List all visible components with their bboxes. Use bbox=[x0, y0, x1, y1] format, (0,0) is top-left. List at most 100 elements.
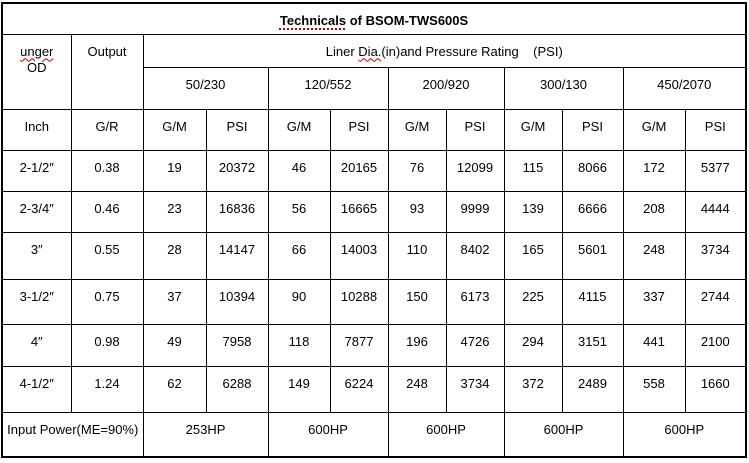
gm-cell: 37 bbox=[142, 278, 207, 325]
gm-cell: 196 bbox=[387, 323, 447, 367]
table-row: 3-1/2″ 0.75 37 10394 90 10288 150 6173 2… bbox=[1, 278, 747, 325]
title-rest: of BSOM-TWS600S bbox=[346, 13, 469, 28]
od-cell: 4-1/2″ bbox=[1, 365, 72, 413]
hp-cell: 600HP bbox=[503, 411, 624, 458]
psi-cell: 5601 bbox=[561, 231, 624, 280]
od-cell: 2-1/2″ bbox=[1, 149, 72, 192]
od-cell: 4″ bbox=[1, 323, 72, 367]
unit-pressure-cell: PSI bbox=[561, 108, 624, 151]
gr-cell: 0.46 bbox=[70, 190, 144, 233]
psi-cell: 20372 bbox=[205, 149, 269, 192]
psi-cell: 16665 bbox=[329, 190, 389, 233]
psi-cell: 7958 bbox=[205, 323, 269, 367]
title-word-underlined: Technicals bbox=[279, 13, 347, 28]
gr-cell: 0.55 bbox=[70, 231, 144, 280]
od-header-line1-wrap: unger bbox=[5, 44, 69, 60]
table-row: 4-1/2″ 1.24 62 6288 149 6224 248 3734 37… bbox=[1, 365, 747, 413]
group-header-cell: 120/552 bbox=[267, 66, 389, 110]
input-power-label: Input Power(ME=90%) bbox=[1, 411, 144, 458]
psi-cell: 8066 bbox=[561, 149, 624, 192]
gm-cell: 248 bbox=[622, 231, 686, 280]
unit-pressure-cell: PSI bbox=[684, 108, 747, 151]
liner-text-post: (in)and Pressure Rating (PSI) bbox=[381, 43, 563, 59]
liner-header-cell: Liner Dia.(in)and Pressure Rating (PSI) bbox=[142, 33, 747, 68]
od-cell: 2-3/4″ bbox=[1, 190, 72, 233]
gm-cell: 208 bbox=[622, 190, 686, 233]
psi-cell: 4444 bbox=[684, 190, 747, 233]
gr-cell: 0.75 bbox=[70, 278, 144, 325]
gm-cell: 172 bbox=[622, 149, 686, 192]
psi-cell: 16836 bbox=[205, 190, 269, 233]
hp-cell: 600HP bbox=[267, 411, 389, 458]
psi-cell: 7877 bbox=[329, 323, 389, 367]
psi-cell: 6666 bbox=[561, 190, 624, 233]
gm-cell: 66 bbox=[267, 231, 331, 280]
unit-flow-cell: G/M bbox=[142, 108, 207, 151]
psi-cell: 8402 bbox=[445, 231, 505, 280]
psi-cell: 9999 bbox=[445, 190, 505, 233]
hp-cell: 600HP bbox=[622, 411, 747, 458]
unit-flow-cell: G/M bbox=[267, 108, 331, 151]
liner-text-underlined: Dia. bbox=[358, 43, 382, 59]
gm-cell: 337 bbox=[622, 278, 686, 325]
psi-cell: 10394 bbox=[205, 278, 269, 325]
group-header-cell: 450/2070 bbox=[622, 66, 747, 110]
group-header-cell: 300/130 bbox=[503, 66, 624, 110]
psi-cell: 5377 bbox=[684, 149, 747, 192]
group-header-cell: 200/920 bbox=[387, 66, 505, 110]
gm-cell: 558 bbox=[622, 365, 686, 413]
gm-cell: 149 bbox=[267, 365, 331, 413]
gm-cell: 372 bbox=[503, 365, 563, 413]
gm-cell: 46 bbox=[267, 149, 331, 192]
gr-cell: 0.98 bbox=[70, 323, 144, 367]
gm-cell: 62 bbox=[142, 365, 207, 413]
table-row: 2-1/2″ 0.38 19 20372 46 20165 76 12099 1… bbox=[1, 149, 747, 192]
units-row: Inch G/R G/M PSI G/M PSI G/M PSI G/M PSI… bbox=[1, 108, 747, 151]
psi-cell: 3151 bbox=[561, 323, 624, 367]
psi-cell: 4115 bbox=[561, 278, 624, 325]
psi-cell: 10288 bbox=[329, 278, 389, 325]
psi-cell: 14003 bbox=[329, 231, 389, 280]
unit-flow-cell: G/M bbox=[387, 108, 447, 151]
unit-flow-cell: G/M bbox=[503, 108, 563, 151]
gm-cell: 150 bbox=[387, 278, 447, 325]
psi-cell: 6173 bbox=[445, 278, 505, 325]
gm-cell: 76 bbox=[387, 149, 447, 192]
gm-cell: 49 bbox=[142, 323, 207, 367]
psi-cell: 1660 bbox=[684, 365, 747, 413]
gm-cell: 93 bbox=[387, 190, 447, 233]
group-header-cell: 50/230 bbox=[142, 66, 269, 110]
psi-cell: 20165 bbox=[329, 149, 389, 192]
unit-od-cell: Inch bbox=[1, 108, 72, 151]
psi-cell: 3734 bbox=[445, 365, 505, 413]
psi-cell: 14147 bbox=[205, 231, 269, 280]
gm-cell: 90 bbox=[267, 278, 331, 325]
gm-cell: 139 bbox=[503, 190, 563, 233]
gm-cell: 441 bbox=[622, 323, 686, 367]
group-header-row: 50/230 120/552 200/920 300/130 450/2070 bbox=[2, 66, 747, 110]
psi-cell: 4726 bbox=[445, 323, 505, 367]
gm-cell: 23 bbox=[142, 190, 207, 233]
gm-cell: 115 bbox=[503, 149, 563, 192]
psi-cell: 3734 bbox=[684, 231, 747, 280]
unit-output-cell: G/R bbox=[70, 108, 144, 151]
hp-cell: 600HP bbox=[387, 411, 505, 458]
title-row: Technicals of BSOM-TWS600S bbox=[1, 2, 747, 35]
unit-pressure-cell: PSI bbox=[205, 108, 269, 151]
unit-pressure-cell: PSI bbox=[329, 108, 389, 151]
gm-cell: 110 bbox=[387, 231, 447, 280]
psi-cell: 2489 bbox=[561, 365, 624, 413]
unit-flow-cell: G/M bbox=[622, 108, 686, 151]
gm-cell: 19 bbox=[142, 149, 207, 192]
od-header-line1: unger bbox=[20, 43, 54, 59]
psi-cell: 12099 bbox=[445, 149, 505, 192]
gm-cell: 248 bbox=[387, 365, 447, 413]
gm-cell: 28 bbox=[142, 231, 207, 280]
od-header-line2: OD bbox=[27, 59, 47, 75]
gm-cell: 294 bbox=[503, 323, 563, 367]
table-row: 2-3/4″ 0.46 23 16836 56 16665 93 9999 13… bbox=[1, 190, 747, 233]
gm-cell: 56 bbox=[267, 190, 331, 233]
gm-cell: 118 bbox=[267, 323, 331, 367]
